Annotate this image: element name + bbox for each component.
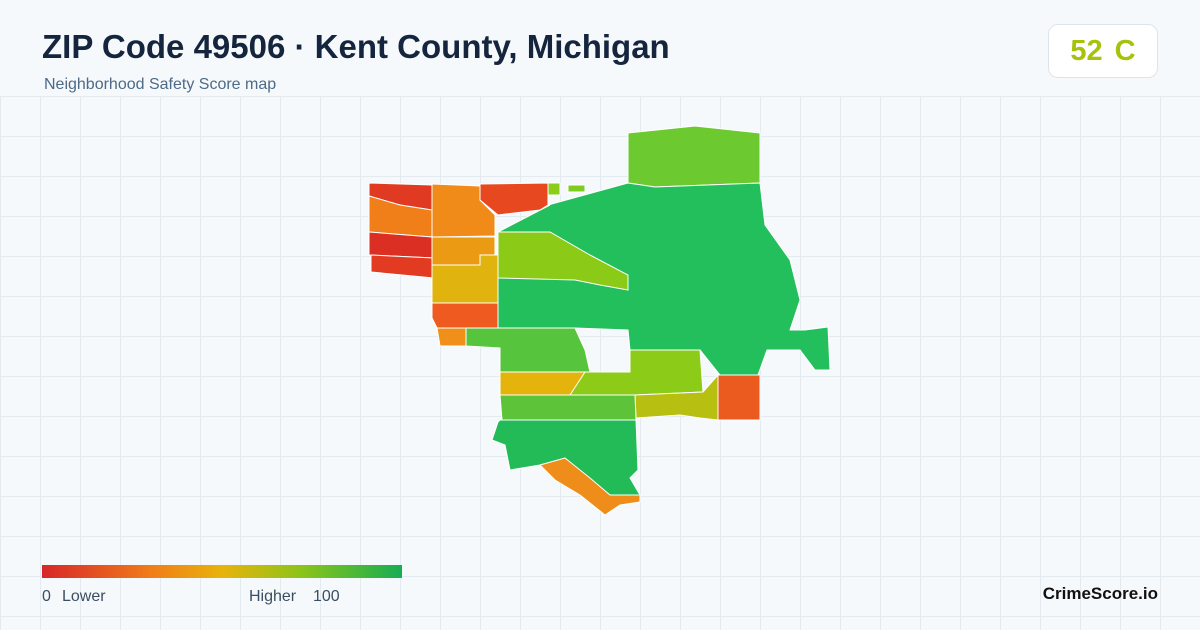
area [431,302,499,329]
legend-min: 0 [42,588,51,605]
area [368,231,435,259]
title: ZIP Code 49506 · Kent County, Michigan [42,28,670,65]
legend-gradient [42,565,402,578]
area [465,327,591,373]
area [539,457,641,516]
area [717,374,761,421]
area [370,254,435,279]
area [436,327,467,347]
area [634,373,719,421]
area [569,349,704,396]
score-badge: 52 C [1048,24,1158,78]
legend-max: 100 [313,588,340,605]
score-value: 52 [1070,35,1103,67]
score-grade: C [1114,35,1136,67]
header: ZIP Code 49506 · Kent County, Michigan N… [0,0,1200,96]
legend-max-label: Higher [249,588,297,605]
area [499,394,637,421]
subtitle: Neighborhood Safety Score map [44,76,277,93]
legend-min-label: Lower [62,588,106,605]
area [497,231,629,291]
area [547,182,561,196]
area [567,184,586,193]
brand: CrimeScore.io [1042,584,1158,603]
area [627,125,761,188]
